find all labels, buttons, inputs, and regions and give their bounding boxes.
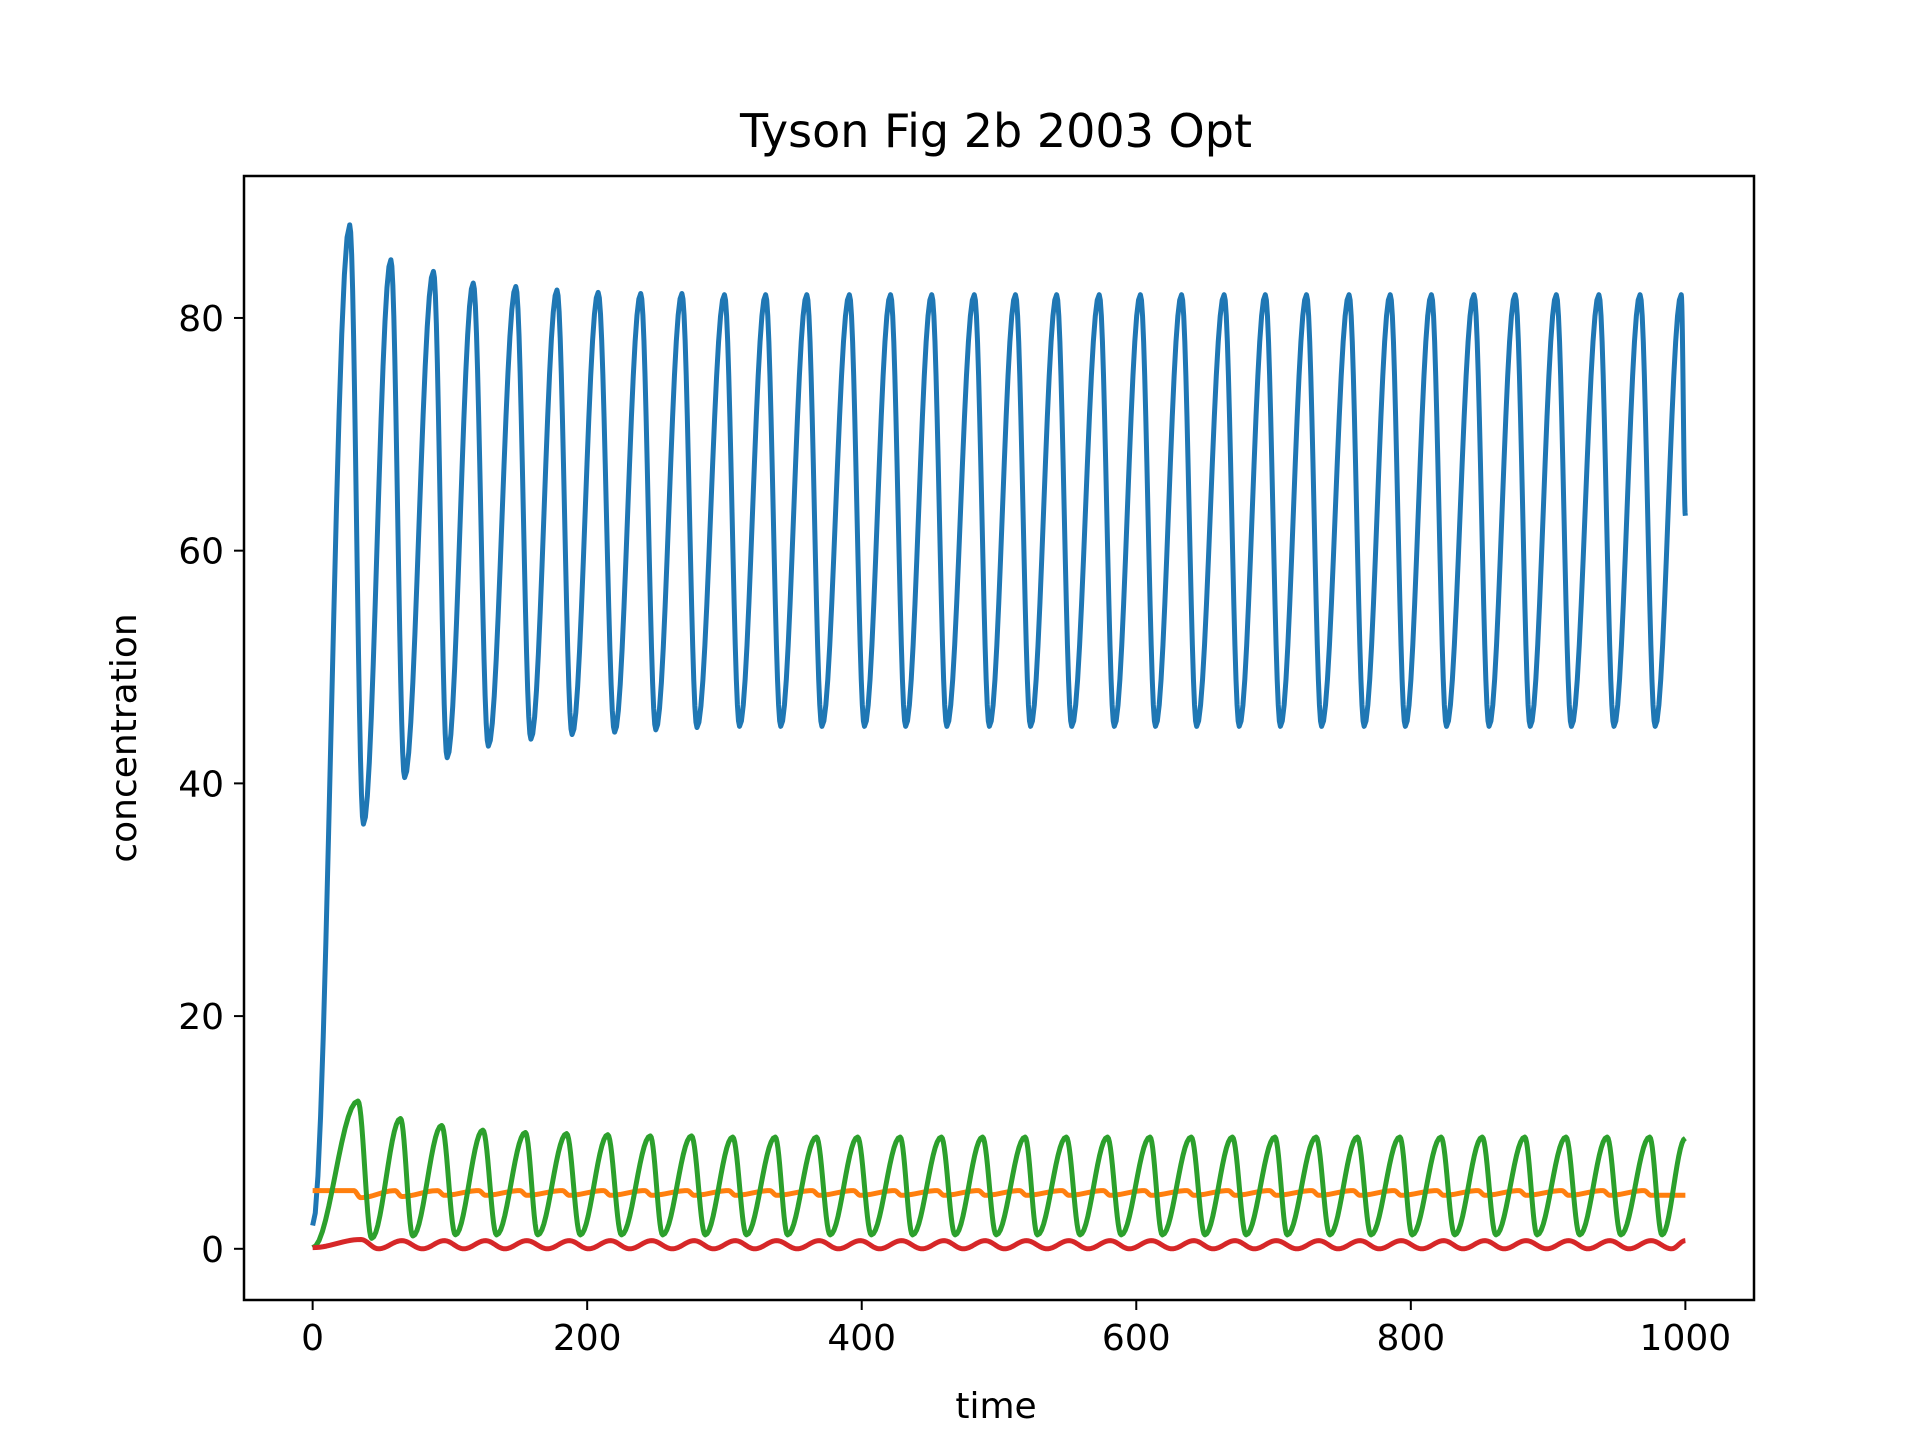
series-layer — [310, 222, 1688, 1252]
x-axis-ticks: 0 200 400 600 800 1000 — [301, 1300, 1731, 1359]
series-line-3 — [311, 1098, 1687, 1250]
chart-title: Tyson Fig 2b 2003 Opt — [739, 104, 1252, 158]
x-tick-label: 0 — [301, 1318, 324, 1359]
x-axis-label: time — [955, 1386, 1036, 1427]
y-tick-label: 60 — [178, 532, 224, 573]
x-tick-label: 800 — [1376, 1318, 1445, 1359]
x-tick-label: 600 — [1102, 1318, 1171, 1359]
x-tick-label: 1000 — [1640, 1318, 1732, 1359]
series-line-4 — [312, 1236, 1687, 1252]
x-tick-label: 200 — [553, 1318, 622, 1359]
y-tick-label: 40 — [178, 764, 224, 805]
series-line-1 — [310, 222, 1688, 1227]
y-axis-label: concentration — [104, 613, 145, 862]
x-tick-label: 400 — [827, 1318, 896, 1359]
plot-frame — [242, 174, 1756, 1302]
y-axis-ticks: 0 20 40 60 80 — [178, 299, 244, 1271]
y-tick-label: 20 — [178, 997, 224, 1038]
y-tick-label: 0 — [201, 1230, 224, 1271]
y-tick-label: 80 — [178, 299, 224, 340]
